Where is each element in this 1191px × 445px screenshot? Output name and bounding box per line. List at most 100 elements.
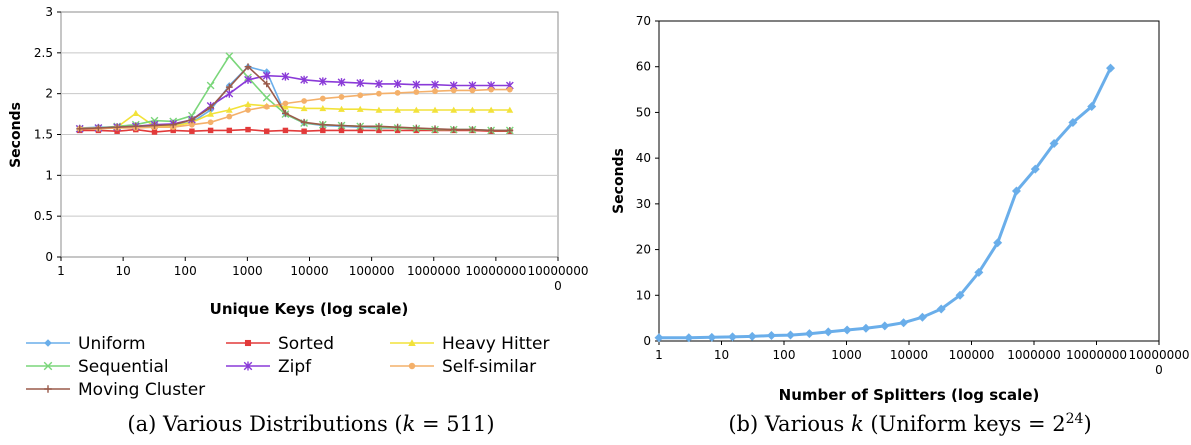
data-point-sorted <box>357 127 363 134</box>
x-tick-label: 10 <box>714 348 729 362</box>
caption-a: (a) Various Distributions (k = 511) <box>127 412 494 436</box>
xlabel-b: Number of Splitters (log scale) <box>779 386 1040 404</box>
data-point-uniform <box>823 327 833 337</box>
legend-label: Sorted <box>278 334 334 354</box>
data-point-zipf <box>281 72 290 81</box>
data-point-sorted <box>282 127 289 134</box>
data-point-moving <box>394 123 402 131</box>
data-point-sequential <box>225 52 234 60</box>
y-tick-label: 0.5 <box>34 209 53 223</box>
legend-label: Moving Cluster <box>78 380 205 400</box>
data-point-sorted <box>170 127 176 134</box>
data-point-uniform <box>917 312 927 322</box>
x-tick-label: 100000 <box>949 348 995 362</box>
data-point-uniform <box>993 238 1003 248</box>
y-tick-label: 70 <box>636 14 651 28</box>
data-point-sorted <box>207 127 214 134</box>
x-tick-label-wrap: 0 <box>1155 363 1163 377</box>
data-point-uniform <box>804 329 814 339</box>
x-tick-label: 10000 <box>890 348 928 362</box>
data-point-sequential <box>262 93 271 102</box>
data-point-zipf <box>244 75 252 84</box>
legend-item-sequential: Sequential <box>26 357 169 377</box>
data-point-sorted <box>301 128 307 134</box>
data-point-moving <box>319 121 327 129</box>
data-point-moving <box>169 121 177 129</box>
data-point-selfsimilar <box>207 119 214 126</box>
data-point-heavy <box>207 110 215 117</box>
y-tick-label: 20 <box>636 243 651 257</box>
data-point-uniform <box>747 331 757 341</box>
data-point-moving <box>450 126 458 133</box>
data-point-heavy <box>282 103 289 110</box>
data-point-sorted <box>114 128 120 134</box>
data-point-uniform <box>707 332 717 342</box>
data-point-uniform <box>1106 63 1116 73</box>
data-point-sorted <box>263 128 270 134</box>
data-point-moving <box>431 125 439 133</box>
data-point-zipf <box>393 79 402 88</box>
data-point-heavy <box>375 106 383 113</box>
data-point-zipf <box>356 78 365 88</box>
data-point-moving <box>487 127 495 134</box>
data-point-sorted <box>320 127 326 134</box>
data-point-zipf <box>431 80 439 89</box>
data-point-moving <box>506 127 514 134</box>
data-point-uniform <box>684 333 694 343</box>
legend-label: Zipf <box>278 357 312 377</box>
data-point-selfsimilar <box>394 89 401 96</box>
ylabel-b: Seconds <box>611 148 627 214</box>
x-tick-label: 1000 <box>232 264 263 278</box>
y-tick-label: 2.5 <box>34 46 53 60</box>
data-point-uniform <box>766 331 776 341</box>
y-tick-label: 1 <box>45 168 53 182</box>
x-tick-label: 10 <box>115 264 130 278</box>
data-point-uniform <box>899 318 909 328</box>
data-point-selfsimilar <box>319 95 326 102</box>
legend-item-selfsimilar: Self-similar <box>390 357 536 377</box>
data-point-moving <box>375 122 383 130</box>
data-point-uniform <box>861 323 871 333</box>
data-point-sorted <box>189 128 195 134</box>
data-point-moving <box>412 124 420 132</box>
legend-marker-heavy <box>408 339 416 347</box>
x-tick-label: 10000000 <box>1128 348 1189 362</box>
data-point-uniform <box>728 332 738 342</box>
data-point-selfsimilar <box>357 92 364 99</box>
legend-item-moving: Moving Cluster <box>26 380 205 400</box>
data-point-moving <box>469 126 476 133</box>
data-point-uniform <box>654 333 664 343</box>
data-point-uniform <box>974 267 984 277</box>
legend-marker-uniform <box>44 339 52 347</box>
data-point-uniform <box>1049 139 1059 149</box>
x-tick-label: 10000000 <box>465 264 526 278</box>
data-point-heavy <box>300 104 308 112</box>
x-tick-label: 100000 <box>349 264 395 278</box>
data-point-sorted <box>338 127 345 134</box>
data-point-sorted <box>226 127 233 134</box>
data-point-heavy <box>225 106 233 113</box>
legend-item-sorted: Sorted <box>226 334 334 354</box>
data-point-zipf <box>412 80 421 89</box>
data-point-selfsimilar <box>450 87 457 94</box>
data-point-moving <box>282 109 289 117</box>
legend-marker-sequential <box>43 361 53 371</box>
data-point-heavy <box>487 106 495 113</box>
data-point-selfsimilar <box>488 86 495 93</box>
caption-b: (b) Various k (Uniform keys = 224) <box>728 411 1091 436</box>
x-tick-label: 1000000 <box>407 264 460 278</box>
data-point-selfsimilar <box>469 87 476 94</box>
data-point-uniform <box>936 304 946 314</box>
legend-label: Self-similar <box>442 357 536 377</box>
data-point-sorted <box>376 127 382 134</box>
x-tick-label: 10000000 <box>1066 348 1127 362</box>
data-point-uniform <box>1011 186 1021 196</box>
data-point-heavy <box>431 106 439 113</box>
y-tick-label: 40 <box>636 151 651 165</box>
data-point-heavy <box>394 106 402 113</box>
data-point-selfsimilar <box>189 121 195 128</box>
data-point-zipf <box>318 77 327 86</box>
data-point-heavy <box>132 109 140 116</box>
plot-area-b <box>658 20 1160 342</box>
